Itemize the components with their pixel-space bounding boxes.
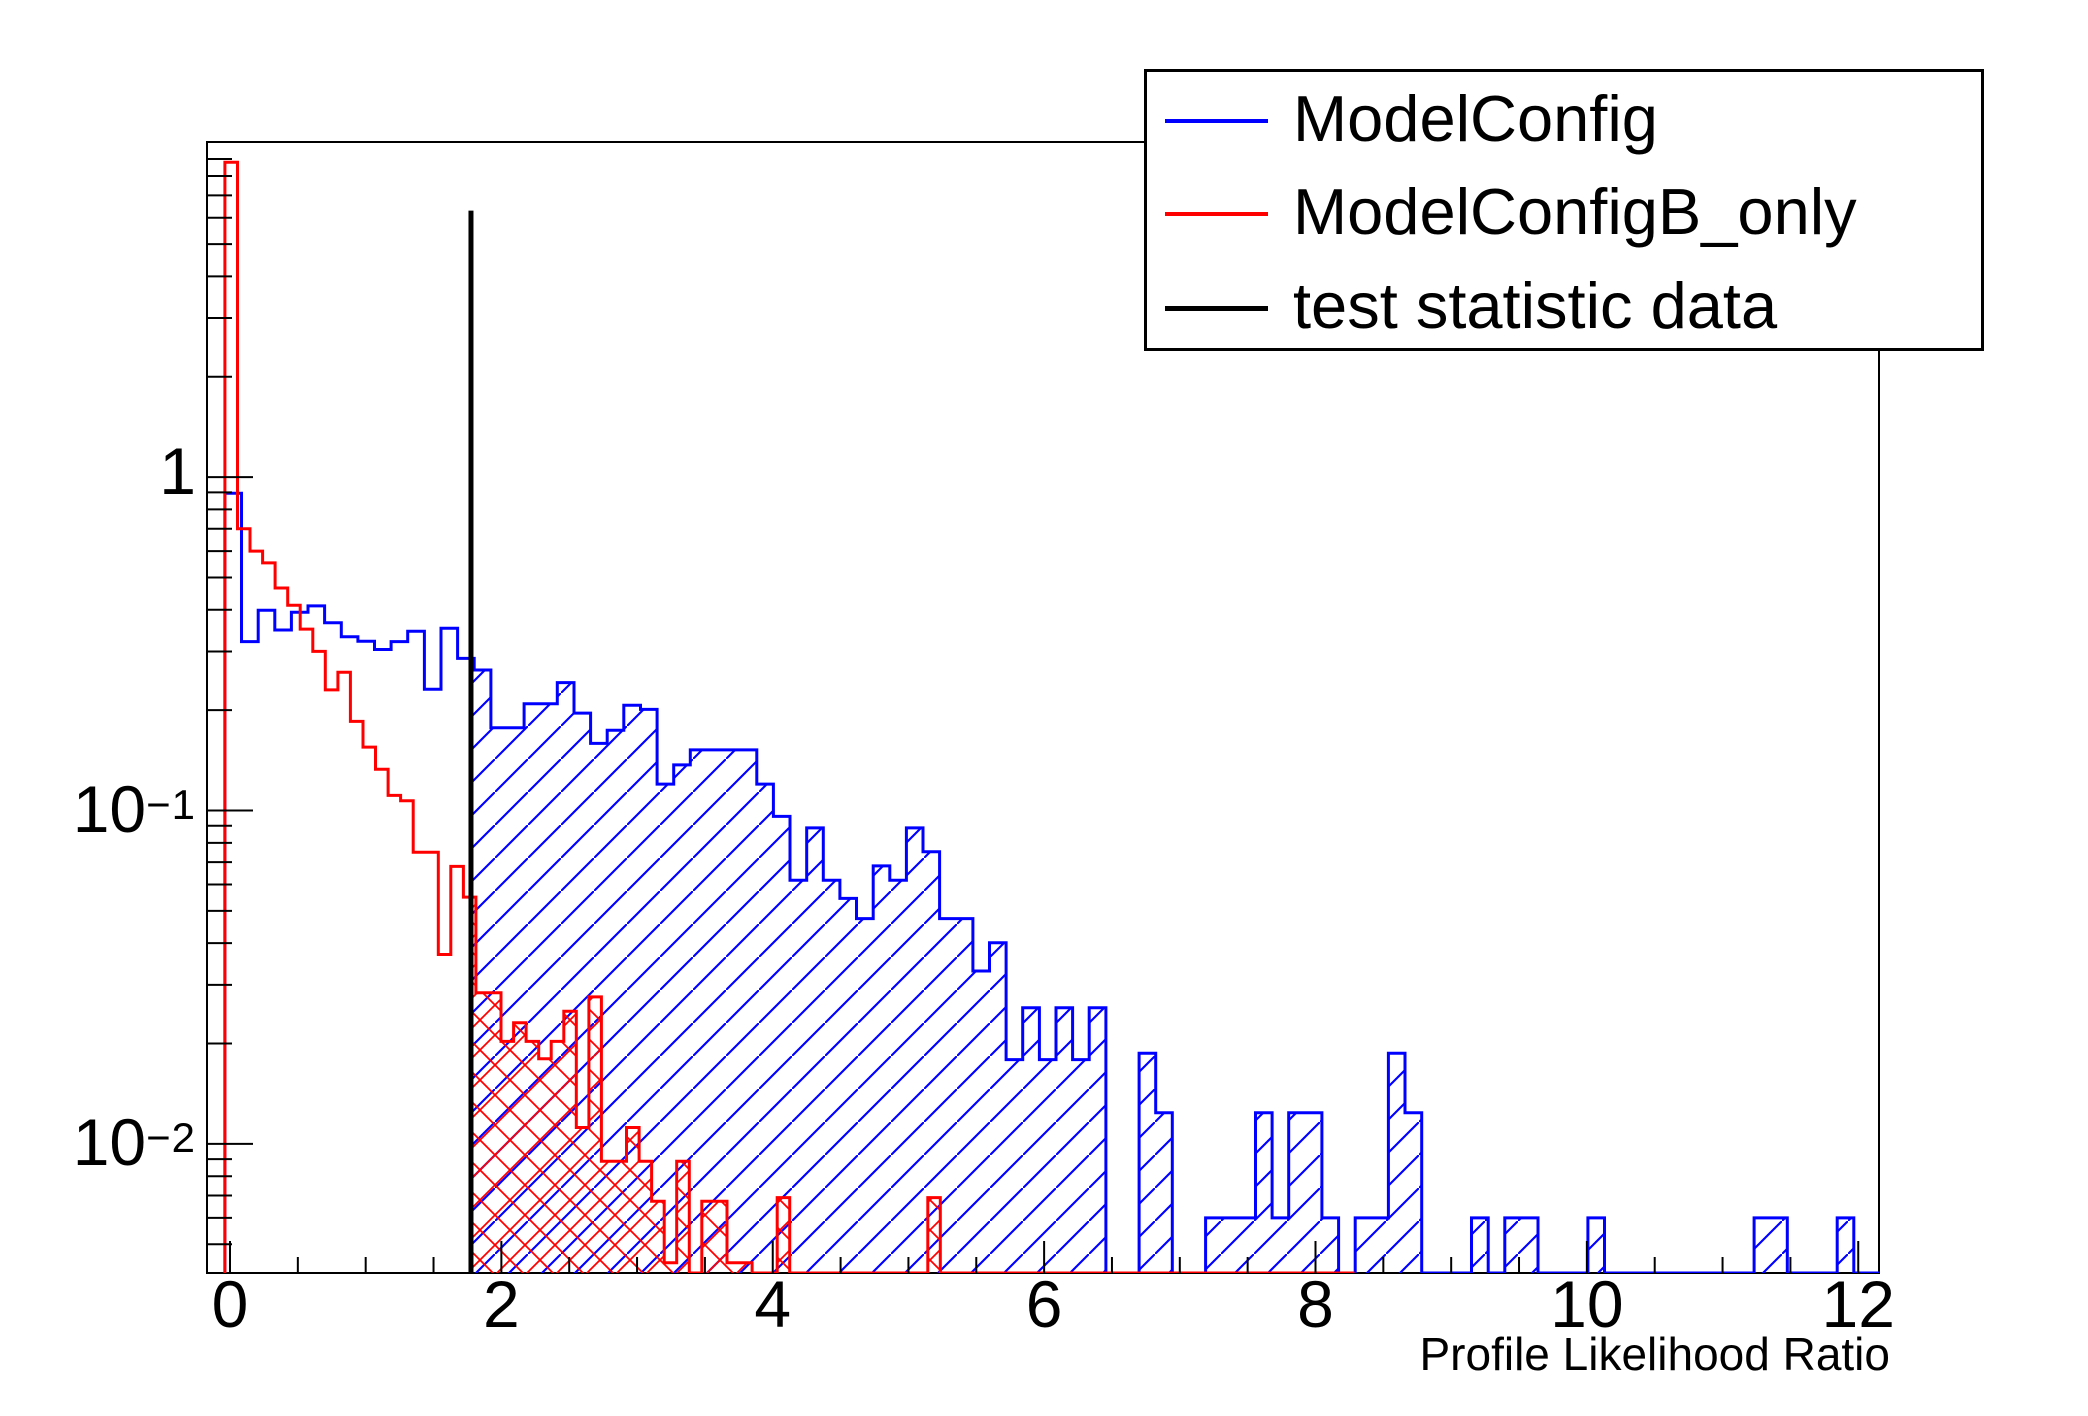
legend-label: test statistic data [1293,269,1778,342]
modelconfigb-only-histogram-outline [223,160,1355,1273]
legend-label: ModelConfig [1293,82,1658,155]
legend-box: ModelConfig ModelConfigB_only test stati… [1144,69,1984,351]
x-tick-label-6: 6 [1025,1267,1063,1341]
legend-row-test-statistic: test statistic data [1147,259,1981,353]
legend-row-modelconfig: ModelConfig [1147,72,1981,166]
modelconfig-hatch-fill [471,658,1871,1273]
y-tick-exponent: −1 [146,780,196,828]
y-tick-label-0.01: 10−2 [0,1105,196,1175]
y-tick-label-0.1: 10−1 [0,772,196,842]
y-tick-exponent: −2 [146,1113,196,1161]
legend-line-sample-black [1165,306,1268,311]
y-tick-base: 10 [72,771,147,846]
x-tick-label-2: 2 [483,1267,520,1341]
x-tick-label-12: 12 [1821,1267,1895,1341]
x-tick-label-4: 4 [754,1267,792,1341]
y-tick-label-1: 1 [0,438,196,504]
y-tick-base: 1 [159,434,196,509]
x-tick-label-0: 0 [211,1267,249,1341]
legend-label: ModelConfigB_only [1293,175,1857,248]
x-axis-title: Profile Likelihood Ratio [1419,1328,1891,1380]
x-tick-label-10: 10 [1550,1267,1624,1341]
y-tick-base: 10 [72,1104,147,1179]
modelconfig-histogram-outline [223,491,1879,1273]
x-tick-label-8: 8 [1297,1267,1334,1341]
legend-line-sample-red [1165,212,1268,216]
legend-line-sample-blue [1165,119,1268,123]
modelconfigb-only-hatch-fill [471,897,1355,1273]
legend-row-modelconfigb-only: ModelConfigB_only [1147,165,1981,259]
